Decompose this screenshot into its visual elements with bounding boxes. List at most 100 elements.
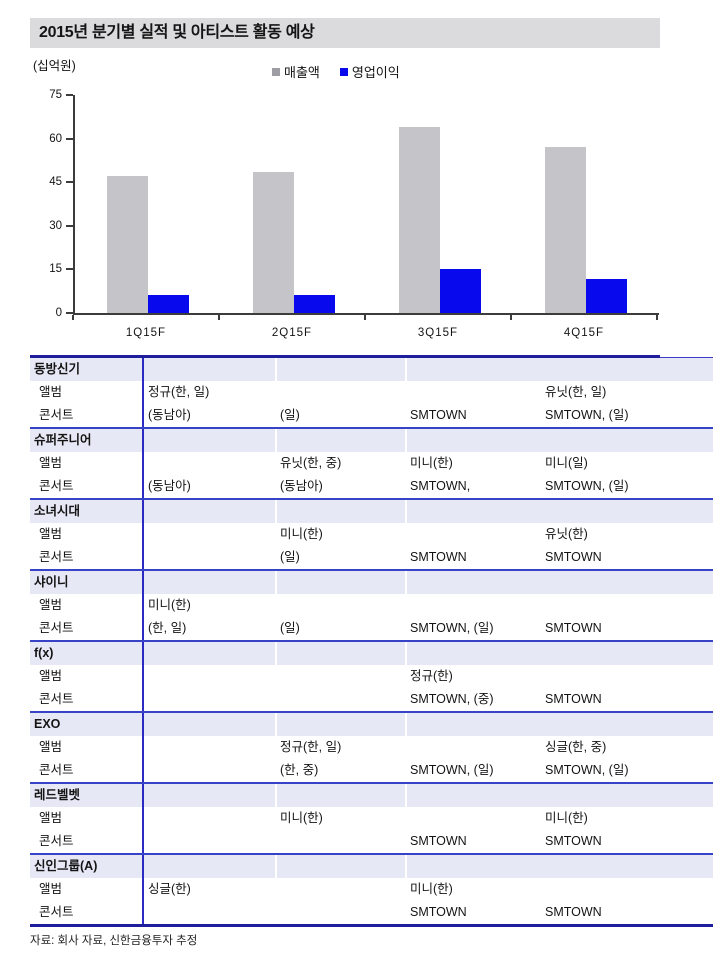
x-axis-label-3Q15F: 3Q15F (417, 327, 459, 339)
concert-cell: SMTOWN, (중) (410, 692, 494, 706)
album-cell (405, 807, 540, 830)
concert-cell: SMTOWN, (일) (545, 479, 629, 493)
concert-cell (142, 688, 275, 711)
bar-영업이익-4Q15F (586, 278, 627, 313)
group-name: 샤이니 (30, 571, 142, 594)
group-header-cell (275, 855, 405, 878)
table-group-1: 동방신기 앨범 정규(한, 일) 유닛(한, 일) 콘서트 (동남아) (일) SMTOWN S… (30, 358, 713, 429)
group-name: 동방신기 (30, 358, 142, 381)
album-cell (405, 594, 540, 617)
chart-plot (73, 95, 659, 315)
row-label-album: 앨범 (39, 811, 63, 825)
group-header-cell (405, 713, 540, 736)
x-axis-label-4Q15F: 4Q15F (563, 327, 605, 339)
bar-영업이익-2Q15F (294, 294, 335, 313)
concert-cell: SMTOWN, (410, 479, 471, 493)
x-axis-label-1Q15F: 1Q15F (125, 327, 167, 339)
legend-label-revenue: 매출액 (284, 65, 320, 80)
row-label-album: 앨범 (39, 527, 63, 541)
row-label-concert: 콘서트 (39, 905, 74, 919)
group-header-cell (275, 642, 405, 665)
concert-cell (142, 546, 275, 569)
concert-cell (275, 830, 405, 853)
album-cell: 미니(한) (280, 527, 323, 541)
album-cell (275, 878, 405, 901)
group-header-cell (405, 855, 540, 878)
legend-item-operating-profit: 영업이익 (339, 62, 400, 81)
table-top-border-thin (660, 357, 713, 358)
album-cell: 싱글(한, 중) (545, 740, 607, 754)
bar-매출액-1Q15F (107, 176, 148, 313)
group-header-cell (142, 713, 275, 736)
album-cell: 유닛(한) (545, 527, 588, 541)
album-cell: 유닛(한, 일) (545, 385, 607, 399)
table-group-2: 슈퍼주니어 앨범 유닛(한, 중) 미니(한) 미니(일) 콘서트 (동남아) (동남아) SM… (30, 429, 713, 500)
row-label-album: 앨범 (39, 385, 63, 399)
group-header-cell (405, 500, 540, 523)
group-name: 신인그룹(A) (30, 855, 142, 878)
album-cell (275, 381, 405, 404)
album-cell: 미니(일) (545, 456, 588, 470)
chart-legend: 매출액 영업이익 (272, 62, 400, 81)
table-top-border (30, 355, 660, 358)
album-cell (405, 736, 540, 759)
group-header-cell (275, 571, 405, 594)
album-cell (142, 665, 275, 688)
concert-cell (142, 901, 275, 924)
album-cell: 싱글(한) (142, 878, 275, 901)
y-tick-label-0: 0 (55, 307, 62, 319)
revenue-swatch-icon (272, 67, 280, 76)
group-header-cell (405, 642, 540, 665)
album-cell: 미니(한) (410, 456, 453, 470)
table-group-3: 소녀시대 앨범 미니(한) 유닛(한) 콘서트 (일) SMTOWN SMTOWN (30, 500, 713, 571)
x-tick-mark-1 (218, 315, 220, 320)
concert-cell: SMTOWN (410, 550, 467, 564)
row-label-concert: 콘서트 (39, 692, 74, 706)
concert-cell: SMTOWN (545, 834, 602, 848)
concert-cell: SMTOWN (410, 834, 467, 848)
legend-label-operating-profit: 영업이익 (351, 65, 400, 80)
album-cell (405, 523, 540, 546)
group-header-cell (275, 358, 405, 381)
concert-cell: (일) (280, 621, 300, 635)
y-tick-mark-30 (66, 224, 73, 227)
album-cell (540, 594, 713, 617)
source-note: 자료: 회사 자료, 신한금융투자 추정 (30, 935, 198, 947)
concert-cell (142, 759, 275, 782)
album-cell (405, 381, 540, 404)
y-tick-label-15: 15 (49, 263, 62, 276)
group-header-cell (142, 358, 275, 381)
concert-cell: (동남아) (142, 475, 275, 498)
y-tick-label-45: 45 (49, 176, 62, 189)
album-cell (540, 665, 713, 688)
group-name: 소녀시대 (30, 500, 142, 523)
concert-cell: SMTOWN (545, 905, 602, 919)
legend-item-revenue: 매출액 (272, 62, 320, 81)
x-tick-mark-2 (364, 315, 366, 320)
row-label-album: 앨범 (39, 740, 63, 754)
album-cell (142, 736, 275, 759)
x-tick-mark-4 (656, 315, 658, 320)
concert-cell: (동남아) (142, 404, 275, 427)
group-header-cell (540, 429, 713, 452)
concert-cell: (동남아) (280, 479, 323, 493)
group-header-cell (540, 713, 713, 736)
y-tick-mark-75 (66, 94, 73, 96)
row-label-concert: 콘서트 (39, 621, 74, 635)
concert-cell: (한, 중) (280, 763, 319, 777)
y-tick-mark-45 (66, 181, 73, 184)
y-tick-label-30: 30 (49, 219, 62, 232)
y-tick-label-75: 75 (49, 89, 62, 101)
bar-매출액-4Q15F (545, 147, 586, 313)
group-name: 레드벨벳 (30, 784, 142, 807)
album-cell (142, 452, 275, 475)
album-cell: 유닛(한, 중) (280, 456, 342, 470)
bar-영업이익-3Q15F (440, 268, 481, 313)
group-header-cell (275, 713, 405, 736)
concert-cell: SMTOWN (545, 550, 602, 564)
group-header-cell (405, 571, 540, 594)
row-label-concert: 콘서트 (39, 479, 74, 493)
group-header-cell (142, 429, 275, 452)
concert-cell: (한, 일) (142, 617, 275, 640)
